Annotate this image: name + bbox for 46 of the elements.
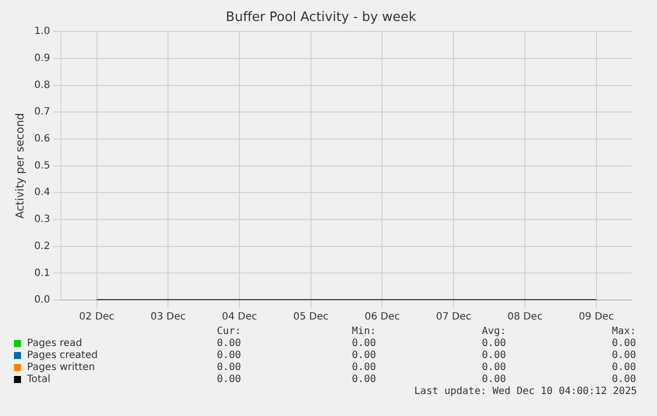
text: 0.00 xyxy=(610,338,636,349)
text: 0.00 xyxy=(610,350,636,361)
text: Max: xyxy=(610,326,636,337)
text: 0.00 xyxy=(480,374,506,385)
x-tick-label: 09 Dec xyxy=(578,312,614,323)
x-tick-label: 05 Dec xyxy=(293,312,329,323)
y-tick-label: 0.9 xyxy=(34,53,50,64)
text: Avg: xyxy=(480,326,506,337)
y-tick-label: 0.5 xyxy=(34,160,50,172)
y-tick-label: 0.4 xyxy=(34,187,50,198)
text: Last update: Wed Dec 10 04:00:12 2025 xyxy=(414,386,637,397)
text: 0.00 xyxy=(480,362,506,373)
text: Cur: xyxy=(216,326,241,337)
text: 0.00 xyxy=(350,338,376,349)
text: 0.00 xyxy=(216,374,241,385)
x-tick-label: 08 Dec xyxy=(507,312,543,323)
text: 0.00 xyxy=(610,374,636,385)
y-tick-label: 1.0 xyxy=(34,26,50,38)
x-tick-label: 07 Dec xyxy=(436,312,472,323)
text: Min: xyxy=(350,326,376,337)
text: 0.00 xyxy=(350,362,376,373)
text: 0.00 xyxy=(480,338,506,349)
y-tick-label: 0.2 xyxy=(34,240,50,252)
legend-label: Pages written xyxy=(26,362,95,374)
text: 0.00 xyxy=(350,350,376,361)
text: 0.00 xyxy=(350,374,376,385)
y-tick-label: 0.3 xyxy=(34,214,50,226)
legend-label: Pages created xyxy=(26,350,98,362)
chart-title: Buffer Pool Activity - by week xyxy=(226,10,417,26)
y-tick-label: 0.7 xyxy=(34,106,50,118)
x-tick-label: 06 Dec xyxy=(364,312,400,323)
text: 0.00 xyxy=(216,362,241,373)
text: 0.00 xyxy=(216,350,241,361)
y-tick-label: 0.6 xyxy=(34,134,50,145)
legend-label: Pages read xyxy=(26,338,82,350)
x-tick-label: 02 Dec xyxy=(79,312,114,323)
text: 0.00 xyxy=(480,350,506,361)
y-tick-label: 0.1 xyxy=(34,268,50,279)
x-tick-label: 04 Dec xyxy=(222,312,258,323)
text: 0.00 xyxy=(216,338,241,349)
y-tick-label: 0.0 xyxy=(34,294,50,306)
legend-label: Total xyxy=(26,374,50,386)
y-axis-title: Activity per second xyxy=(13,112,26,219)
x-tick-label: 03 Dec xyxy=(150,312,186,323)
y-tick-label: 0.8 xyxy=(34,80,50,91)
text: 0.00 xyxy=(610,362,636,373)
